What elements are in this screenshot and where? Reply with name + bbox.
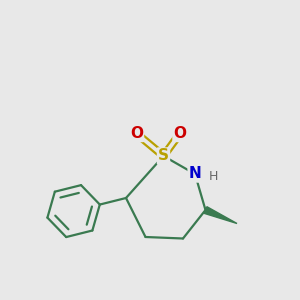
Text: S: S [158,148,169,164]
Text: O: O [130,126,143,141]
Text: N: N [189,167,201,182]
Text: H: H [208,170,218,183]
Text: O: O [173,126,187,141]
Polygon shape [204,207,237,224]
